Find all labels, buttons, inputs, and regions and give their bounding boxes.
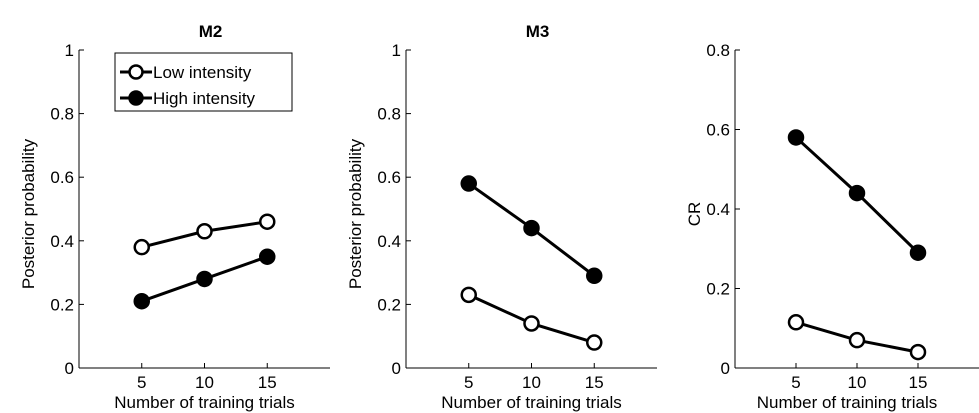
y-tick-label: 0.8 (706, 41, 730, 60)
data-point-high (196, 270, 213, 288)
y-axis-label: CR (685, 202, 704, 227)
data-point-low (460, 286, 477, 304)
y-tick-label: 1 (65, 41, 74, 60)
y-tick-label: 0.2 (377, 295, 401, 314)
x-tick-label: 5 (137, 373, 146, 392)
x-tick-label: 15 (909, 373, 928, 392)
data-point-high (848, 184, 866, 202)
x-axis-label: Number of training trials (114, 393, 294, 412)
data-point-high (523, 219, 540, 237)
x-tick-label: 10 (195, 373, 214, 392)
y-axis-label: Posterior probability (346, 138, 365, 289)
y-tick-label: 0.2 (50, 295, 74, 314)
x-tick-label: 5 (464, 373, 473, 392)
y-tick-label: 0.4 (706, 200, 730, 219)
data-point-low (909, 343, 927, 361)
data-point-low (196, 223, 213, 240)
y-tick-label: 0.2 (706, 280, 730, 299)
data-point-low (787, 314, 805, 331)
y-tick-label: 0.8 (50, 105, 74, 124)
y-tick-label: 0.6 (50, 168, 74, 187)
y-tick-label: 0.6 (377, 168, 401, 187)
y-tick-label: 0.6 (706, 121, 730, 140)
data-point-high (460, 175, 477, 192)
data-point-low (523, 315, 540, 332)
x-tick-label: 15 (258, 373, 277, 392)
y-tick-label: 0 (65, 359, 74, 378)
data-point-high (787, 129, 805, 146)
y-tick-label: 0 (721, 359, 730, 378)
legend-label: Low intensity (153, 63, 252, 82)
data-point-low (133, 238, 150, 256)
data-point-high (259, 248, 276, 265)
x-tick-label: 5 (791, 373, 800, 392)
chart-title: M2 (199, 22, 223, 41)
y-tick-label: 1 (392, 41, 401, 60)
x-axis-label: Number of training trials (441, 393, 621, 412)
data-point-high (133, 292, 150, 310)
chart-title: M3 (526, 22, 550, 41)
legend-marker (128, 64, 144, 80)
legend-label: High intensity (153, 89, 256, 108)
y-axis-label: Posterior probability (19, 138, 38, 289)
x-axis-label: Number of training trials (757, 393, 937, 412)
legend: Low intensity High intensity (114, 52, 293, 112)
legend-marker (128, 90, 144, 106)
data-point-low (848, 331, 866, 349)
legend-box (114, 52, 293, 112)
data-point-high (909, 244, 927, 261)
y-tick-label: 0.4 (377, 232, 401, 251)
y-tick-label: 0 (392, 359, 401, 378)
x-tick-label: 10 (522, 373, 541, 392)
x-tick-label: 10 (848, 373, 867, 392)
x-tick-label: 15 (585, 373, 604, 392)
y-tick-label: 0.4 (50, 232, 74, 251)
data-point-low (259, 213, 276, 230)
y-tick-label: 0.8 (377, 105, 401, 124)
data-point-low (586, 334, 603, 351)
data-point-high (586, 267, 603, 285)
